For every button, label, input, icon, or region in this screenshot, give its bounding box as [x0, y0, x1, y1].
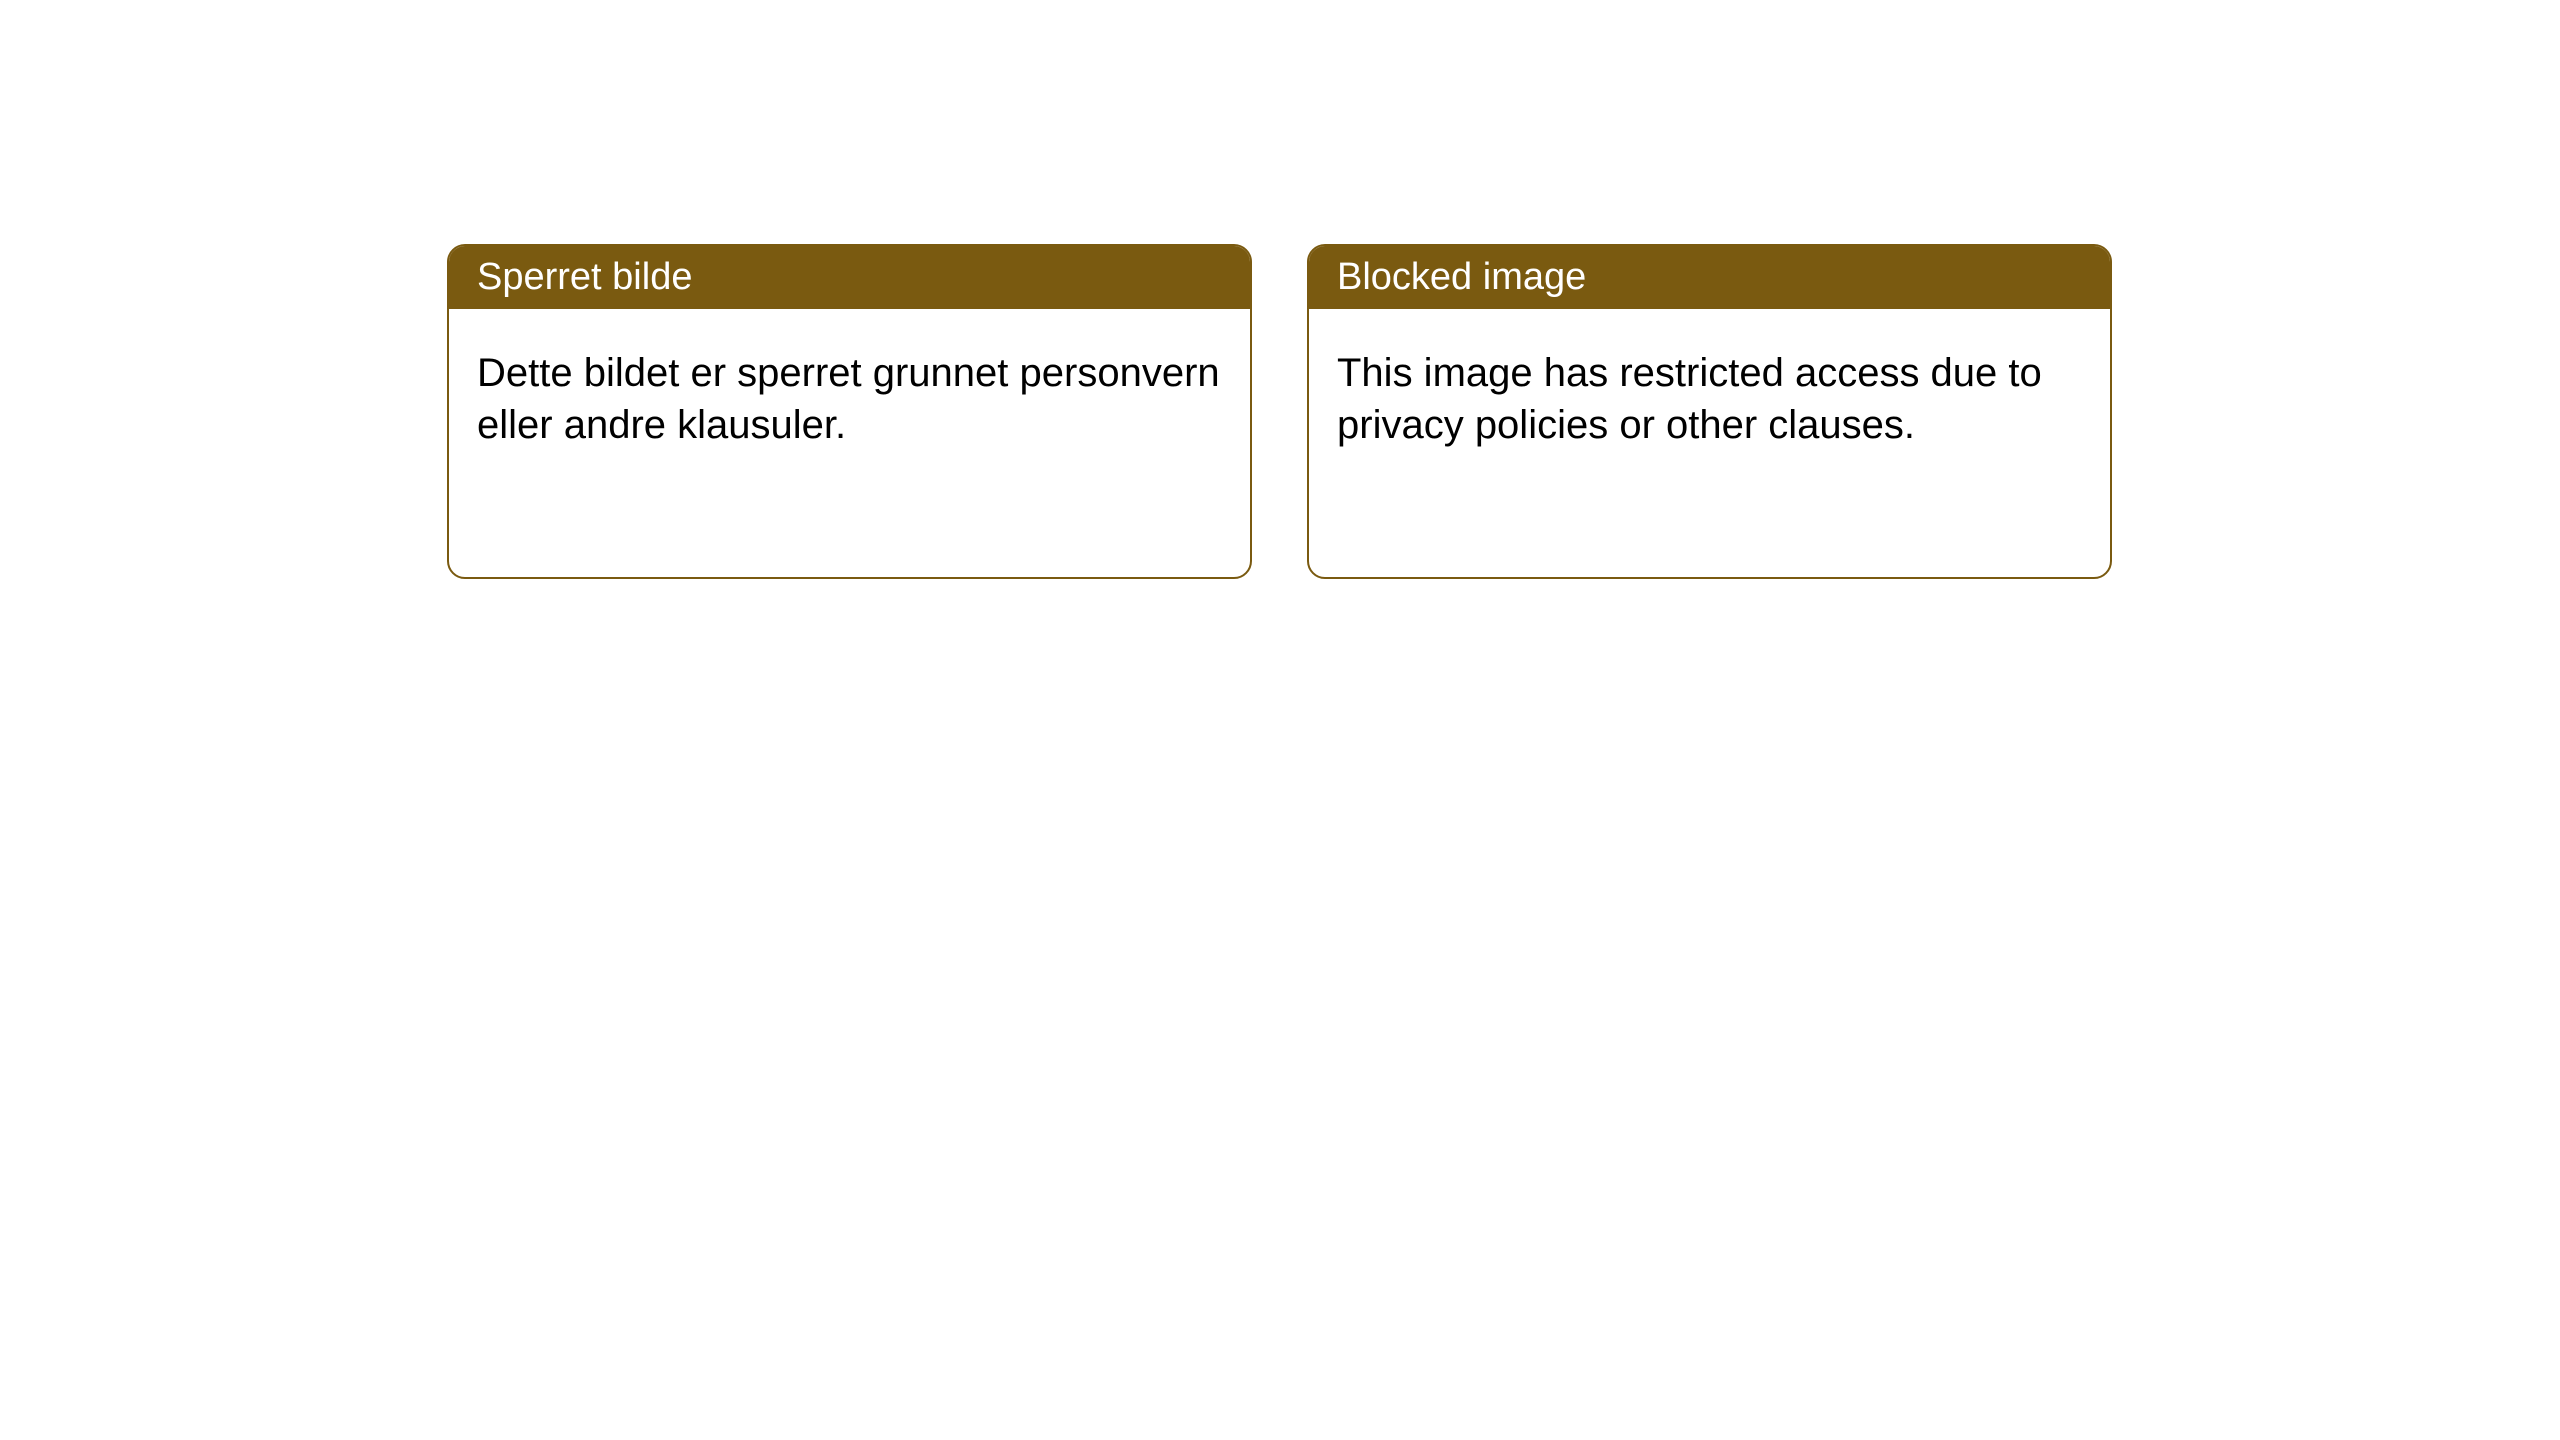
notice-header-english: Blocked image: [1309, 246, 2110, 309]
notice-card-english: Blocked image This image has restricted …: [1307, 244, 2112, 579]
notice-card-norwegian: Sperret bilde Dette bildet er sperret gr…: [447, 244, 1252, 579]
notice-body-english: This image has restricted access due to …: [1309, 309, 2110, 489]
notice-body-norwegian: Dette bildet er sperret grunnet personve…: [449, 309, 1250, 489]
notice-header-norwegian: Sperret bilde: [449, 246, 1250, 309]
notice-container: Sperret bilde Dette bildet er sperret gr…: [0, 0, 2560, 579]
